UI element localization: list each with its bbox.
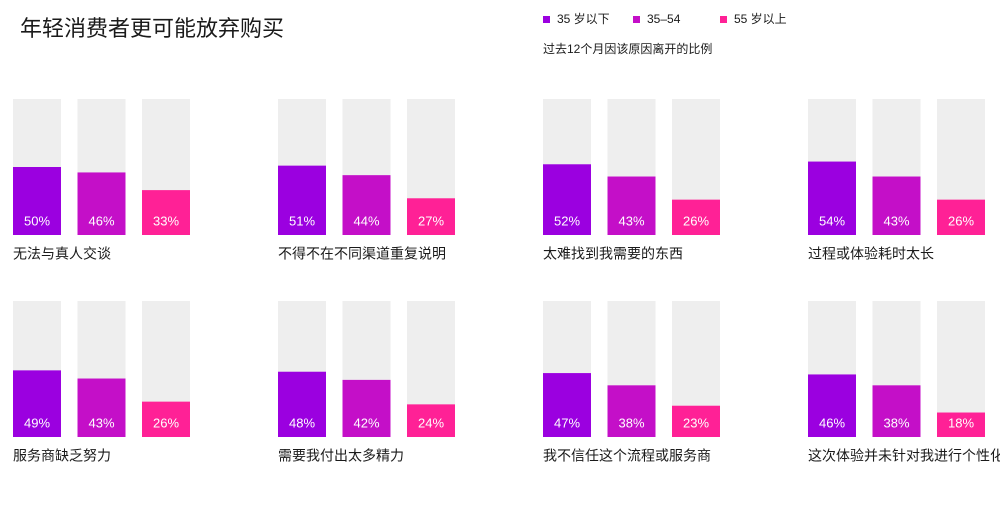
value-label: 49% [24, 415, 50, 430]
legend-label: 55 岁以上 [734, 11, 787, 26]
value-label: 54% [819, 213, 845, 228]
category-label: 我不信任这个流程或服务商 [543, 448, 711, 464]
bar [77, 172, 126, 235]
bar [407, 404, 455, 437]
value-label: 42% [353, 415, 379, 430]
value-label: 26% [153, 415, 179, 430]
bar [278, 165, 326, 235]
value-label: 50% [24, 213, 50, 228]
bar [872, 176, 921, 235]
bar [278, 371, 326, 437]
value-label: 24% [418, 415, 444, 430]
category-label: 无法与真人交谈 [13, 246, 111, 262]
bar [937, 199, 985, 235]
value-label: 44% [353, 213, 379, 228]
bar [407, 198, 455, 235]
category-label: 过程或体验耗时太长 [808, 246, 934, 262]
bar [672, 199, 720, 235]
bar [808, 374, 856, 437]
value-label: 43% [883, 213, 909, 228]
bar [808, 161, 856, 235]
value-label: 48% [289, 415, 315, 430]
bar [543, 164, 591, 235]
legend-label: 35–54 [647, 12, 681, 26]
category-label: 不得不在不同渠道重复说明 [278, 246, 446, 262]
bar [937, 412, 985, 437]
value-label: 43% [618, 213, 644, 228]
bar [342, 379, 391, 437]
legend-swatch [720, 16, 727, 23]
bar [872, 385, 921, 437]
value-label: 47% [554, 415, 580, 430]
value-label: 46% [88, 213, 114, 228]
value-label: 33% [153, 213, 179, 228]
value-label: 27% [418, 213, 444, 228]
bar [142, 190, 190, 235]
value-label: 51% [289, 213, 315, 228]
subtitle: 过去12个月因该原因离开的比例 [543, 41, 712, 56]
legend-label: 35 岁以下 [557, 11, 610, 26]
legend-swatch [543, 16, 550, 23]
value-label: 46% [819, 415, 845, 430]
chart-title: 年轻消费者更可能放弃购买 [20, 16, 284, 41]
bar [142, 401, 190, 437]
value-label: 23% [683, 415, 709, 430]
bar [13, 370, 61, 437]
value-label: 43% [88, 415, 114, 430]
category-label: 需要我付出太多精力 [278, 448, 404, 464]
bar [13, 167, 61, 235]
bar [342, 175, 391, 235]
category-label: 这次体验并未针对我进行个性化 [808, 448, 1000, 464]
bar [77, 378, 126, 437]
category-label: 服务商缺乏努力 [13, 448, 111, 464]
bar [543, 373, 591, 437]
legend-swatch [633, 16, 640, 23]
value-label: 26% [683, 213, 709, 228]
value-label: 18% [948, 415, 974, 430]
value-label: 52% [554, 213, 580, 228]
bar [607, 385, 656, 437]
value-label: 38% [618, 415, 644, 430]
value-label: 26% [948, 213, 974, 228]
bar [607, 176, 656, 235]
bar [672, 405, 720, 437]
value-label: 38% [883, 415, 909, 430]
category-label: 太难找到我需要的东西 [543, 246, 683, 262]
